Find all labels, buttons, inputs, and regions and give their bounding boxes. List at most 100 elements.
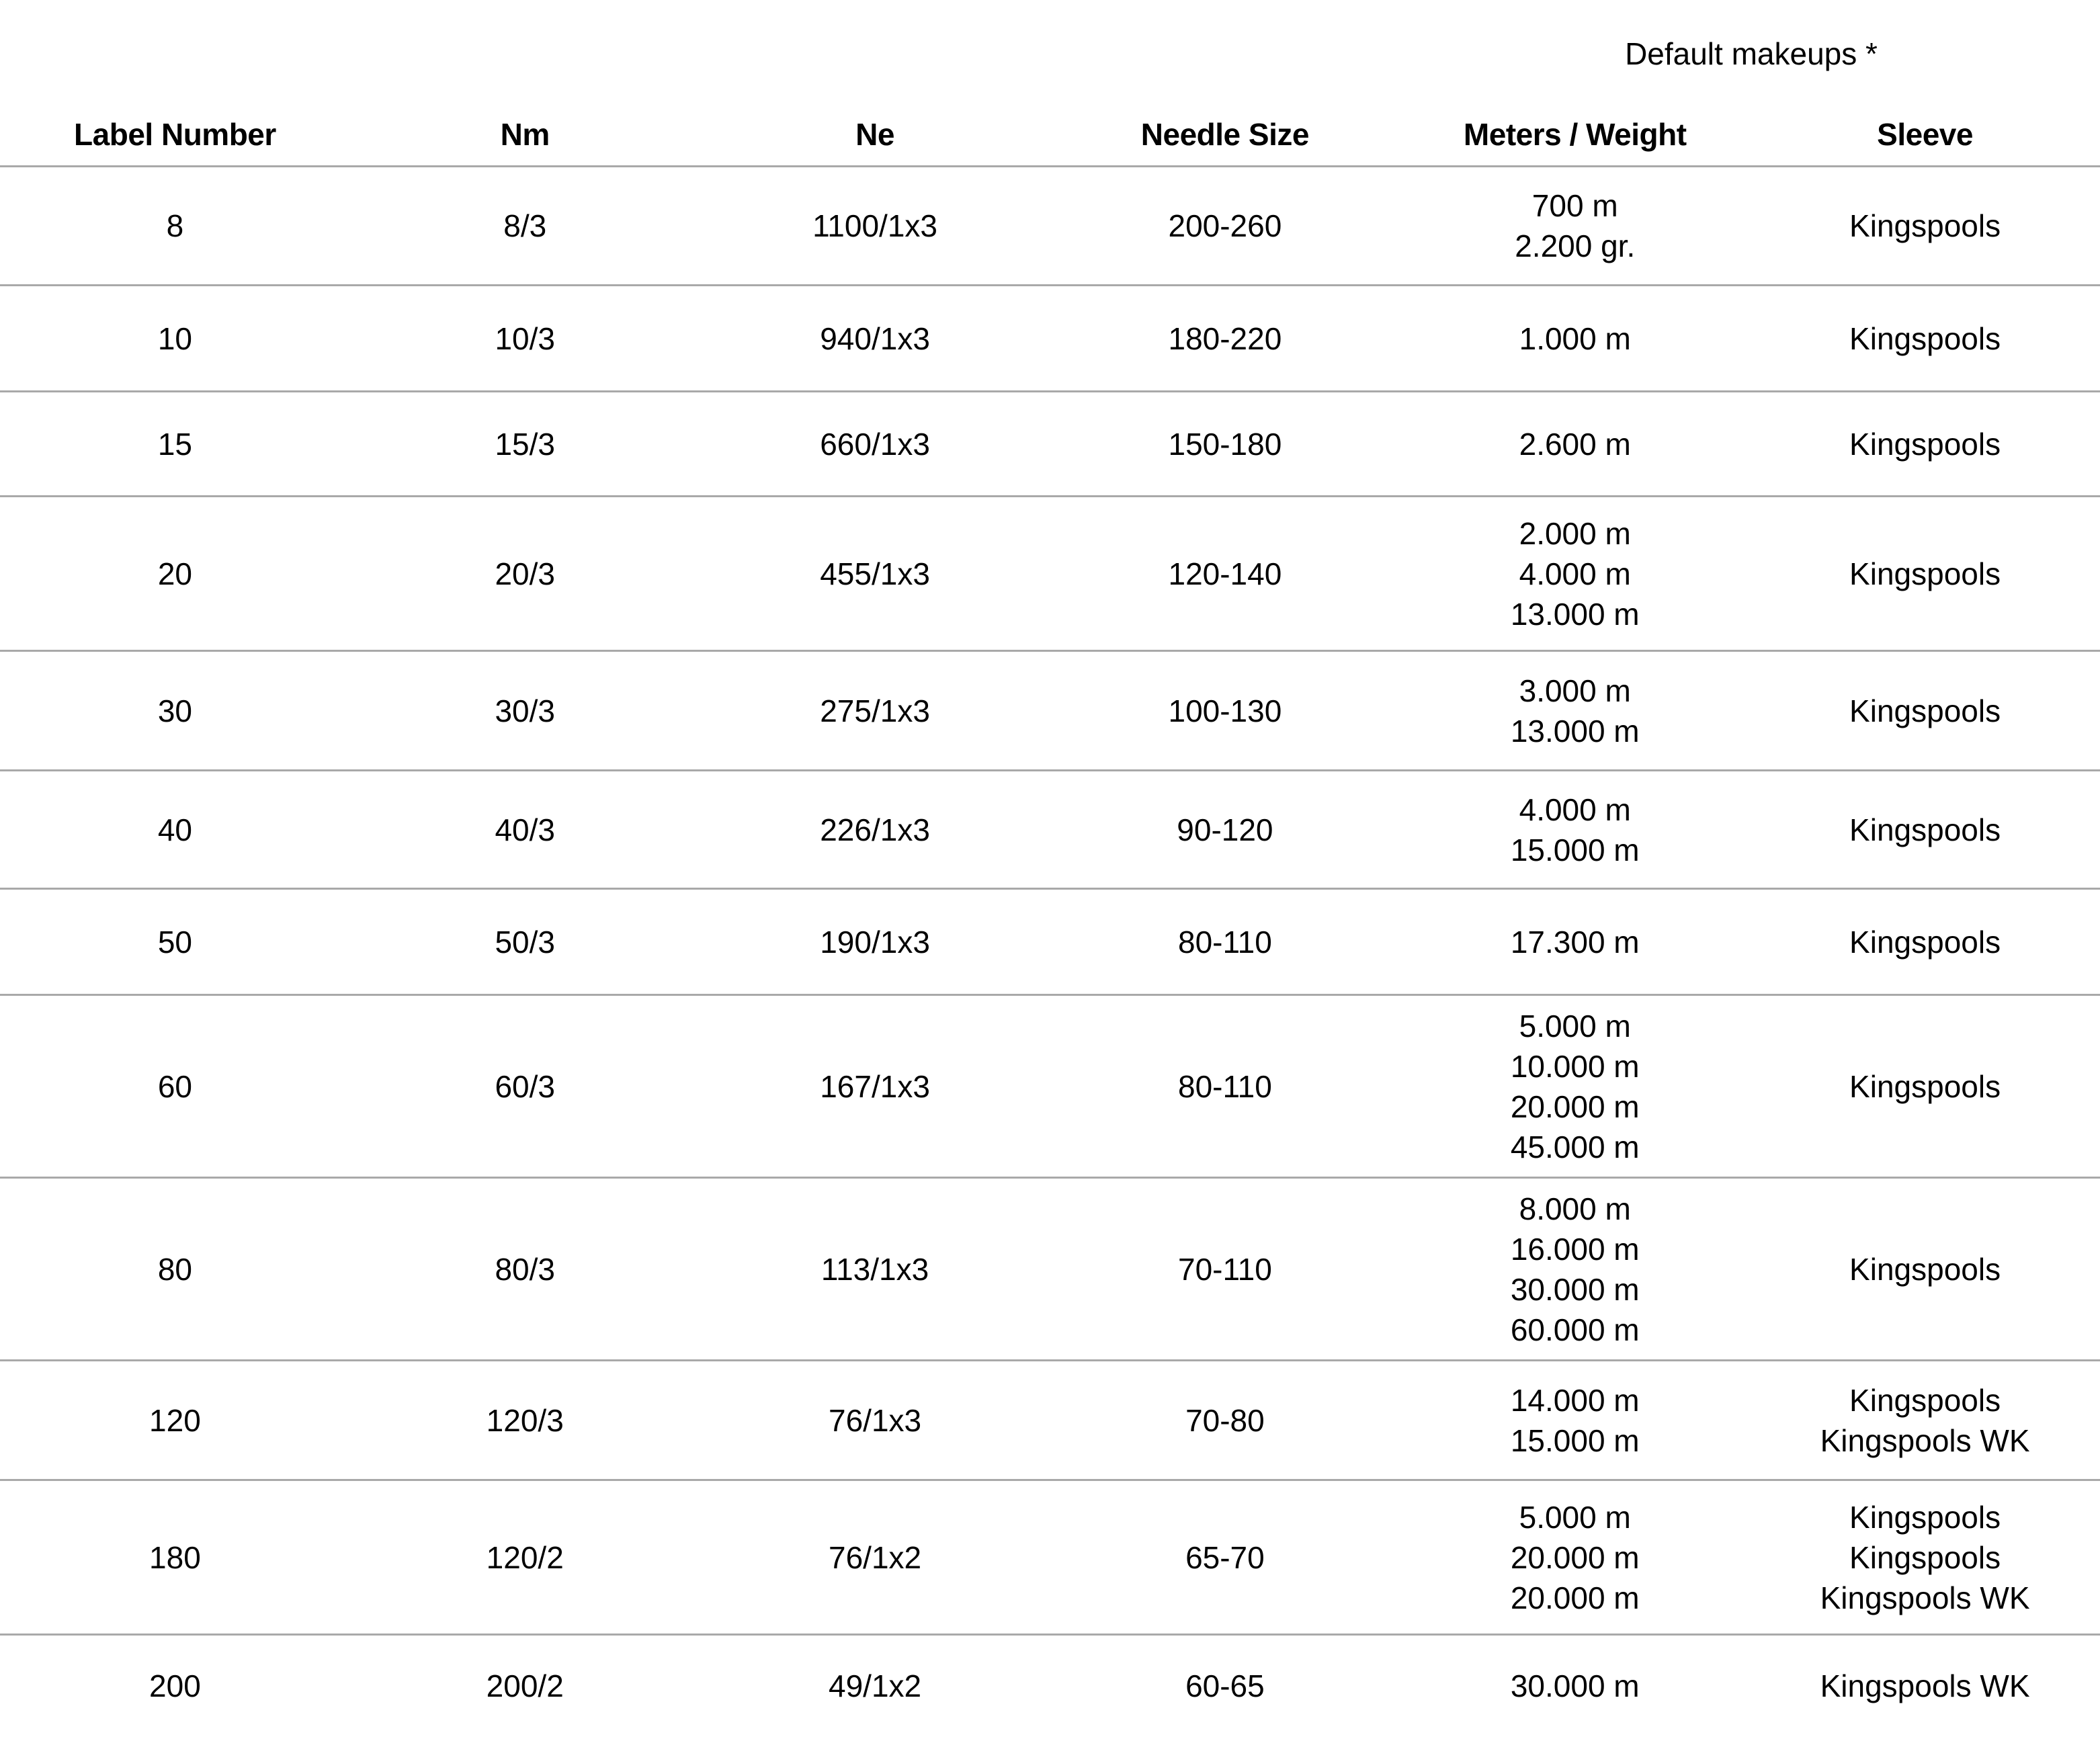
cell-ne: 49/1x2 [829,1668,922,1703]
cell-meters-weight-line: 30.000 m [1510,1271,1640,1307]
default-makeups-note: Default makeups * [1625,36,1878,71]
cell-meters-weight-line: 2.200 gr. [1515,228,1636,263]
cell-sleeve-line: Kingspools [1849,426,2001,462]
cell-meters-weight-line: 13.000 m [1510,596,1640,632]
cell-sleeve: Kingspools [1750,392,2100,497]
cell-needle-size: 60-65 [1185,1668,1265,1703]
cell-meters-weight-line: 3.000 m [1519,673,1631,708]
cell-meters-weight-line: 30.000 m [1510,1668,1640,1703]
cell-ne: 940/1x3 [820,321,930,356]
cell-label-number: 180 [149,1539,201,1575]
cell-needle-size: 80-110 [1177,1068,1272,1104]
cell-meters-weight: 3.000 m 13.000 m [1400,651,1750,771]
cell-needle-size: 80-110 [1177,924,1272,960]
cell-meters-weight-line: 15.000 m [1510,832,1640,867]
table-row: 80 80/3 113/1x3 70-110 8.000 m 16.000 m 30.000… [0,1178,2100,1361]
cell-label-number: 40 [157,812,192,847]
cell-meters-weight-line: 4.000 m [1519,556,1631,591]
cell-ne: 660/1x3 [820,426,930,462]
cell-meters-weight: 5.000 m 10.000 m 20.000 m 45.000 m [1400,995,1750,1178]
table-row: 120 120/3 76/1x3 70-80 14.000 m 15.000 m Kings… [0,1361,2100,1480]
cell-needle-size: 90-120 [1177,812,1273,847]
cell-label-number: 30 [157,693,192,728]
cell-nm: 10/3 [495,321,555,356]
cell-ne: 275/1x3 [820,693,930,728]
cell-nm: 60/3 [495,1068,555,1104]
cell-meters-weight-line: 2.600 m [1519,426,1631,462]
header-sleeve: Sleeve [1750,114,2100,167]
cell-ne: 167/1x3 [820,1068,930,1104]
table-header-row: Label Number Nm Ne Needle Size Meters / … [0,114,2100,167]
cell-sleeve: Kingspools Kingspools WK [1750,1361,2100,1480]
cell-sleeve-line: Kingspools [1849,1068,2001,1104]
header-meters-weight: Meters / Weight [1400,114,1751,167]
cell-meters-weight-line: 14.000 m [1510,1382,1640,1418]
cell-meters-weight-line: 5.000 m [1519,1008,1631,1044]
cell-sleeve-line: Kingspools WK [1820,1580,2030,1615]
cell-meters-weight: 700 m 2.200 gr. [1400,167,1750,286]
cell-meters-weight-line: 17.300 m [1510,924,1640,960]
header-ne: Ne [700,114,1050,167]
cell-meters-weight: 1.000 m [1400,286,1750,392]
cell-meters-weight: 17.300 m [1400,889,1750,995]
cell-sleeve-line: Kingspools [1849,1251,2001,1287]
cell-meters-weight-line: 60.000 m [1510,1312,1640,1347]
cell-needle-size: 180-220 [1168,321,1282,356]
cell-meters-weight: 2.000 m 4.000 m 13.000 m [1400,497,1750,651]
cell-meters-weight-line: 10.000 m [1510,1048,1640,1084]
cell-meters-weight-line: 13.000 m [1510,713,1640,749]
cell-sleeve-line: Kingspools [1849,693,2001,728]
cell-needle-size: 65-70 [1185,1539,1265,1575]
header-needle-size: Needle Size [1050,114,1400,167]
cell-nm: 120/3 [486,1402,564,1438]
cell-meters-weight-line: 20.000 m [1510,1089,1640,1124]
table-row: 180 120/2 76/1x2 65-70 5.000 m 20.000 m 20.000… [0,1480,2100,1635]
cell-sleeve-line: Kingspools [1849,1539,2001,1575]
cell-meters-weight: 2.600 m [1400,392,1750,497]
cell-meters-weight-line: 20.000 m [1510,1539,1640,1575]
table-row: 200 200/2 49/1x2 60-65 30.000 m Kingspools WK [0,1635,2100,1737]
cell-nm: 15/3 [495,426,555,462]
table-row: 50 50/3 190/1x3 80-110 17.300 m Kingspools [0,889,2100,995]
cell-meters-weight-line: 20.000 m [1510,1580,1640,1615]
table-row: 10 10/3 940/1x3 180-220 1.000 m Kingspools [0,286,2100,392]
cell-meters-weight: 8.000 m 16.000 m 30.000 m 60.000 m [1400,1178,1750,1361]
cell-meters-weight: 14.000 m 15.000 m [1400,1361,1750,1480]
table-row: 15 15/3 660/1x3 150-180 2.600 m Kingspools [0,392,2100,497]
cell-label-number: 50 [157,924,192,960]
cell-needle-size: 150-180 [1168,426,1282,462]
cell-sleeve-line: Kingspools [1849,1382,2001,1418]
cell-sleeve-line: Kingspools [1849,812,2001,847]
cell-meters-weight: 4.000 m 15.000 m [1400,771,1750,889]
cell-meters-weight-line: 45.000 m [1510,1129,1640,1164]
cell-nm: 120/2 [486,1539,564,1575]
cell-sleeve: Kingspools [1750,889,2100,995]
cell-sleeve: Kingspools [1750,771,2100,889]
cell-needle-size: 120-140 [1168,556,1282,591]
table-row: 40 40/3 226/1x3 90-120 4.000 m 15.000 m Kingsp… [0,771,2100,889]
cell-ne: 226/1x3 [820,812,930,847]
table-row: 8 8/3 1100/1x3 200-260 700 m 2.200 gr. Kingspo… [0,167,2100,286]
cell-sleeve: Kingspools [1750,167,2100,286]
cell-sleeve-line: Kingspools [1849,1499,2001,1535]
cell-needle-size: 70-80 [1185,1402,1265,1438]
thread-specs-table: Label Number Nm Ne Needle Size Meters / … [0,114,2100,1736]
cell-meters-weight-line: 16.000 m [1510,1231,1640,1267]
cell-ne: 190/1x3 [820,924,930,960]
table-row: 20 20/3 455/1x3 120-140 2.000 m 4.000 m 13.000… [0,497,2100,651]
cell-ne: 76/1x2 [829,1539,922,1575]
cell-meters-weight-line: 1.000 m [1519,321,1631,356]
table-body: 8 8/3 1100/1x3 200-260 700 m 2.200 gr. Kingspo… [0,167,2100,1737]
cell-nm: 8/3 [503,208,547,243]
cell-meters-weight: 30.000 m [1400,1635,1750,1737]
cell-sleeve-line: Kingspools WK [1820,1423,2030,1458]
cell-ne: 113/1x3 [821,1251,929,1287]
cell-nm: 20/3 [495,556,555,591]
cell-sleeve-line: Kingspools WK [1820,1668,2030,1703]
cell-ne: 455/1x3 [820,556,930,591]
cell-sleeve: Kingspools Kingspools Kingspools WK [1750,1480,2100,1635]
cell-sleeve: Kingspools [1750,1178,2100,1361]
cell-meters-weight-line: 4.000 m [1519,792,1631,827]
cell-sleeve-line: Kingspools [1849,321,2001,356]
table-row: 30 30/3 275/1x3 100-130 3.000 m 13.000 m Kings… [0,651,2100,771]
